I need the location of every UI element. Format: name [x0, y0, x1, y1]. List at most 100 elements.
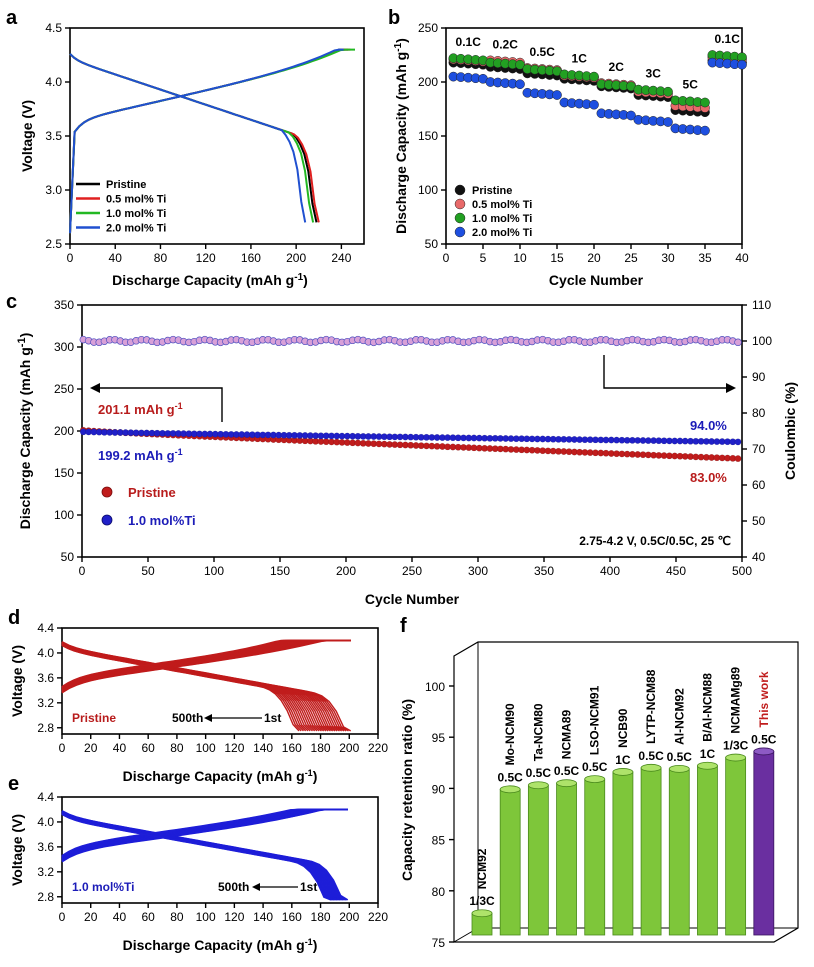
y-tick-label: 250: [54, 382, 74, 396]
x-tick-label: 100: [204, 564, 224, 578]
chart-b-ylabel: Discharge Capacity (mAh g-1): [393, 38, 409, 234]
panel-label-e: e: [8, 773, 19, 795]
charge-curve: [61, 639, 351, 694]
x-tick-label: 300: [468, 564, 488, 578]
chart-e-500th-label: 500th: [218, 880, 249, 894]
legend-marker-1: [454, 198, 466, 210]
y2-tick-label: 60: [752, 478, 766, 492]
capacity-point-1-0-mol-ti: [734, 438, 742, 446]
y-tick-label: 150: [54, 466, 74, 480]
chart-e-arrowhead: [252, 883, 260, 891]
y2-tick-label: 80: [752, 406, 766, 420]
y2-tick-label: 70: [752, 442, 766, 456]
legend-label: Pristine: [106, 179, 146, 191]
bar-rate-label: 0.5C: [554, 764, 580, 778]
panel-label-c: c: [6, 291, 17, 313]
charge-curve: [61, 639, 351, 690]
y-tick-label: 75: [432, 936, 446, 950]
charge-curve: [61, 808, 348, 860]
x-tick-label: 220: [368, 910, 388, 924]
charge-curve: [61, 808, 348, 862]
x-tick-label: 220: [368, 741, 388, 755]
charge-curve: [61, 808, 348, 861]
y-tick-label: 3.2: [37, 696, 54, 710]
charge-curve: [61, 639, 351, 693]
panel-label-f: f: [400, 615, 407, 637]
panel-label-b: b: [388, 7, 400, 29]
y-tick-label: 4.0: [37, 646, 54, 660]
charge-curve: [61, 639, 351, 690]
charge-curve: [61, 639, 351, 693]
x-tick-label: 200: [336, 564, 356, 578]
y-tick-label: 300: [54, 340, 74, 354]
bar-rate-label: 1/3C: [469, 894, 495, 908]
chart-c-right-arrow: [603, 355, 734, 389]
x-tick-label: 80: [170, 910, 184, 924]
chart-a: 0 40 80 120 160 200 240 2.5 3.0 3.5 4.0 4.5 Dischar…: [19, 21, 365, 288]
y-tick-label: 4.0: [45, 75, 62, 89]
point-2-0-mol--ti: [515, 79, 525, 90]
y-tick-label: 350: [54, 298, 74, 312]
legend-label: 1.0 mol% Ti: [472, 213, 532, 225]
legend-label: 2.0 mol% Ti: [106, 223, 166, 235]
chart-c-xlabel: Cycle Number: [365, 591, 460, 607]
bar: [499, 788, 521, 936]
legend-marker-2: [454, 212, 466, 224]
charge-curve: [61, 639, 351, 692]
x-tick-label: 120: [224, 910, 244, 924]
legend-marker-3: [454, 226, 466, 238]
point-1-0-mol--ti: [700, 97, 710, 108]
charge-curve: [61, 808, 348, 858]
bar: [753, 751, 775, 936]
x-tick-label: 240: [331, 251, 351, 265]
bar-category-label: Al-NCM92: [672, 688, 686, 745]
rate-label: 0.2C: [493, 37, 519, 51]
x-tick-label: 80: [170, 741, 184, 755]
bar-rate-label: 0.5C: [498, 770, 524, 784]
y-tick-label: 2.8: [37, 890, 54, 904]
y-tick-label: 100: [425, 680, 445, 694]
charge-curve-0-5-mol--ti: [69, 48, 351, 234]
chart-d-500th-label: 500th: [172, 711, 203, 725]
x-tick-label: 40: [735, 251, 749, 265]
chart-a-ylabel: Voltage (V): [19, 100, 35, 172]
y2-tick-label: 40: [752, 550, 766, 564]
chart-e: 0 20 40 60 80 100 120 140 160 180 200 220 2.8 3.2 3.6 4…: [9, 790, 388, 953]
y2-tick-label: 110: [752, 298, 771, 312]
legend-label: 1.0 mol% Ti: [106, 208, 166, 220]
bar-top: [499, 785, 521, 794]
charge-curve: [61, 808, 348, 859]
charge-curve: [61, 639, 351, 689]
x-tick-label: 40: [113, 910, 127, 924]
chart-c-left-arrowhead: [90, 383, 100, 393]
charge-curve: [61, 639, 351, 688]
x-tick-label: 15: [550, 251, 564, 265]
charge-curve: [61, 808, 348, 857]
chart-c-pristine-start: 201.1 mAh g-1: [98, 401, 183, 417]
y-tick-label: 4.0: [37, 815, 54, 829]
x-tick-label: 140: [253, 741, 273, 755]
charge-curve: [61, 639, 351, 690]
y-tick-label: 85: [432, 834, 446, 848]
x-tick-label: 0: [59, 910, 66, 924]
charge-curve: [61, 808, 348, 857]
chart-c-condition: 2.75-4.2 V, 0.5C/0.5C, 25 ℃: [579, 534, 731, 548]
charge-curve: [61, 808, 348, 859]
rate-label: 0.1C: [715, 32, 741, 46]
legend-marker-ti-c: [101, 514, 113, 526]
legend-marker-pristine-c: [101, 486, 113, 498]
chart-f: 75 80 85 90 95 100 1/3C NCM92 0.5C Mo-NCM90 0.5C T…: [399, 641, 799, 950]
x-tick-label: 5: [480, 251, 487, 265]
x-tick-label: 60: [142, 910, 156, 924]
bar-rate-label: 1C: [700, 747, 716, 761]
x-tick-label: 160: [241, 251, 261, 265]
x-tick-label: 250: [402, 564, 422, 578]
charge-curve: [61, 808, 348, 859]
bar-category-label: This work: [757, 671, 771, 727]
bar: [640, 767, 662, 936]
chart-a-xlabel: Discharge Capacity (mAh g-1): [112, 272, 308, 288]
y-tick-label: 2.8: [37, 721, 54, 735]
charge-curve: [61, 639, 351, 691]
charge-curve: [61, 639, 351, 688]
charge-curve: [61, 639, 351, 692]
